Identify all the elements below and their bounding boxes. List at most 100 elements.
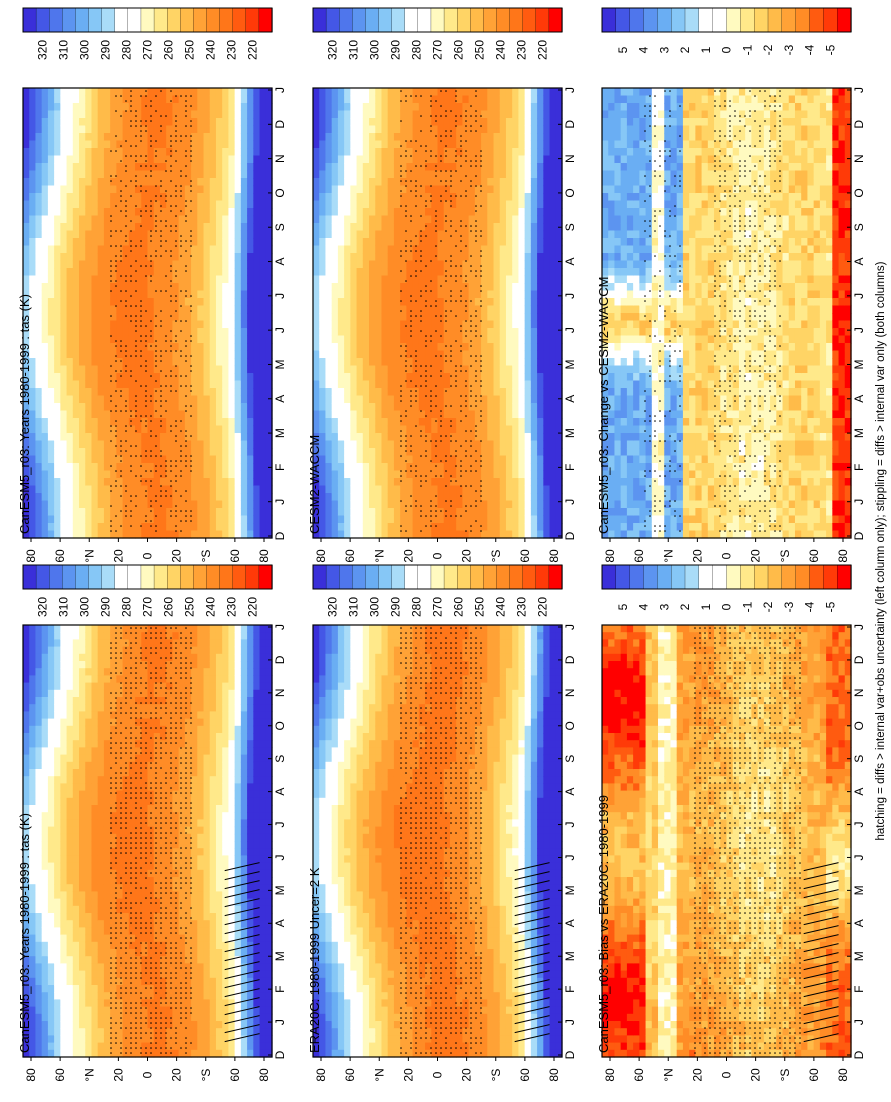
heatmap-cell	[259, 855, 267, 864]
heatmap-cell	[141, 403, 149, 412]
heatmap-cell	[79, 298, 86, 307]
heatmap-cell	[116, 320, 124, 329]
stipple-dot	[185, 677, 187, 679]
heatmap-cell	[41, 841, 49, 849]
heatmap-cell	[54, 819, 61, 828]
heatmap-cell	[197, 725, 205, 734]
heatmap-cell	[72, 163, 80, 172]
stipple-dot	[190, 887, 192, 889]
heatmap-cell	[234, 797, 242, 806]
stipple-dot	[150, 967, 152, 969]
heatmap-cell	[147, 350, 155, 359]
heatmap-cell	[41, 675, 49, 684]
heatmap-cell	[41, 689, 49, 698]
heatmap-cell	[259, 949, 267, 957]
heatmap-cell	[72, 949, 80, 957]
stipple-dot	[120, 802, 122, 804]
heatmap-cell	[247, 639, 254, 648]
heatmap-cell	[215, 769, 223, 777]
stipple-dot	[120, 657, 122, 659]
heatmap-cell	[128, 985, 136, 993]
stipple-dot	[110, 652, 112, 654]
heatmap-cell	[178, 999, 186, 1008]
stipple-dot	[140, 887, 142, 889]
heatmap-cell	[147, 661, 155, 669]
heatmap-cell	[153, 970, 161, 979]
heatmap-cell	[222, 941, 230, 950]
heatmap-cell	[91, 95, 99, 104]
stipple-dot	[165, 987, 167, 989]
stipple-dot	[160, 787, 162, 789]
stipple-dot	[140, 722, 142, 724]
heatmap-cell	[41, 826, 49, 835]
stipple-dot	[140, 922, 142, 924]
stipple-dot	[150, 1022, 152, 1024]
heatmap-cell	[253, 689, 261, 698]
stipple-dot	[155, 792, 157, 794]
stipple-dot	[185, 772, 187, 774]
heatmap-cell	[103, 425, 111, 434]
heatmap-cell	[147, 403, 155, 412]
heatmap-cell	[141, 118, 149, 127]
heatmap-cell	[91, 230, 99, 239]
heatmap-cell	[110, 208, 117, 217]
heatmap-cell	[141, 855, 149, 864]
stipple-dot	[185, 787, 187, 789]
heatmap-cell	[222, 754, 230, 763]
heatmap-cell	[91, 148, 99, 157]
heatmap-cell	[253, 790, 261, 799]
stipple-dot	[190, 977, 192, 979]
heatmap-cell	[29, 1042, 37, 1051]
heatmap-cell	[91, 869, 99, 878]
heatmap-cell	[41, 140, 49, 149]
heatmap-cell	[97, 320, 105, 329]
heatmap-cell	[29, 103, 37, 112]
heatmap-cell	[215, 689, 223, 698]
stipple-dot	[185, 892, 187, 894]
heatmap-cell	[66, 148, 74, 157]
heatmap-cell	[128, 689, 136, 698]
stipple-dot	[180, 927, 182, 929]
heatmap-cell	[116, 1006, 124, 1015]
heatmap-cell	[191, 963, 198, 972]
heatmap-cell	[259, 884, 267, 892]
stipple-dot	[135, 987, 137, 989]
heatmap-cell	[265, 913, 273, 921]
heatmap-cell	[240, 625, 248, 633]
heatmap-cell	[60, 761, 68, 770]
stipple-dot	[145, 1052, 147, 1054]
heatmap-cell	[66, 790, 74, 799]
heatmap-cell	[209, 1021, 217, 1029]
heatmap-cell	[259, 826, 267, 835]
heatmap-cell	[166, 783, 173, 792]
stipple-dot	[170, 1052, 172, 1054]
heatmap-cell	[128, 1028, 136, 1036]
heatmap-cell	[66, 485, 74, 494]
heatmap-cell	[135, 1006, 142, 1015]
heatmap-cell	[29, 500, 37, 509]
heatmap-cell	[60, 500, 68, 509]
heatmap-cell	[66, 125, 74, 134]
heatmap-cell	[209, 884, 217, 892]
heatmap-cell	[141, 812, 149, 820]
heatmap-cell	[97, 373, 105, 382]
heatmap-cell	[265, 970, 273, 979]
heatmap-cell	[159, 485, 167, 494]
heatmap-cell	[228, 848, 236, 856]
stipple-dot	[130, 777, 132, 779]
heatmap-cell	[110, 761, 117, 770]
heatmap-cell	[153, 335, 161, 344]
heatmap-cell	[66, 718, 74, 727]
heatmap-cell	[178, 949, 186, 957]
heatmap-cell	[54, 463, 61, 472]
heatmap-cell	[159, 155, 167, 164]
heatmap-cell	[259, 812, 267, 820]
stipple-dot	[130, 867, 132, 869]
heatmap-cell	[240, 675, 248, 684]
heatmap-cell	[259, 718, 267, 727]
heatmap-cell	[116, 970, 124, 979]
heatmap-cell	[35, 260, 43, 269]
heatmap-cell	[97, 740, 105, 748]
stipple-dot	[165, 727, 167, 729]
stipple-dot	[155, 867, 157, 869]
